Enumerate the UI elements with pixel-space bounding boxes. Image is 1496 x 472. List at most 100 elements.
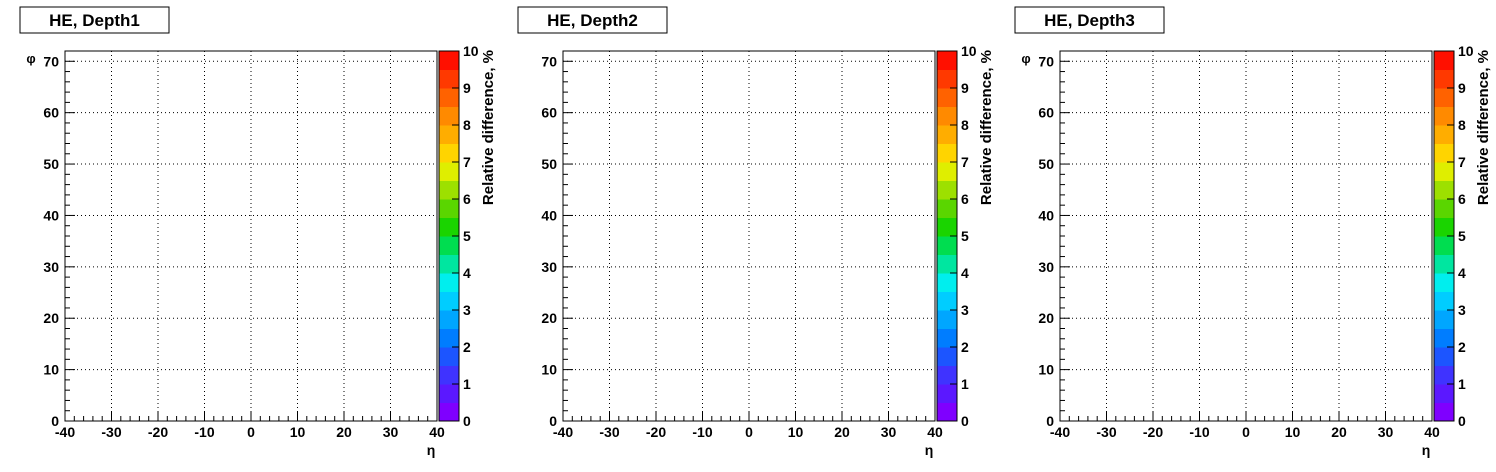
colorbar-band — [1434, 273, 1454, 292]
x-tick-label: -20 — [646, 424, 666, 440]
colorbar-band — [937, 273, 957, 292]
y-tick-label: 40 — [541, 207, 557, 223]
colorbar-band — [1434, 236, 1454, 255]
colorbar-band — [439, 347, 459, 366]
colorbar-tick-label: 3 — [463, 302, 471, 318]
colorbar-title: Relative difference, % — [1475, 50, 1492, 205]
colorbar-band — [937, 236, 957, 255]
colorbar-band — [1434, 88, 1454, 107]
x-tick-label: 0 — [1242, 424, 1250, 440]
colorbar-tick-label: 4 — [1458, 265, 1466, 281]
y-tick-label: 0 — [1046, 413, 1054, 429]
colorbar-band — [937, 402, 957, 422]
colorbar-band — [1434, 125, 1454, 144]
colorbar-band — [439, 310, 459, 329]
colorbar-tick-label: 4 — [961, 265, 969, 281]
colorbar-title: Relative difference, % — [480, 50, 497, 205]
colorbar-tick-label: 8 — [961, 117, 969, 133]
x-axis-title: η — [427, 442, 436, 458]
y-tick-label: 50 — [541, 156, 557, 172]
colorbar-tick-label: 6 — [1458, 191, 1466, 207]
colorbar-band — [937, 69, 957, 89]
colorbar-tick-label: 0 — [1458, 413, 1466, 429]
y-tick-label: 10 — [541, 362, 557, 378]
colorbar-tick-label: 7 — [961, 154, 969, 170]
colorbar-band — [937, 180, 957, 200]
colorbar-band — [1434, 310, 1454, 329]
colorbar-band — [439, 162, 459, 181]
x-axis-title: η — [1422, 442, 1431, 458]
colorbar-band — [1434, 162, 1454, 181]
x-tick-label: 0 — [745, 424, 753, 440]
colorbar-band — [1434, 51, 1454, 70]
y-tick-label: 60 — [541, 105, 557, 121]
colorbar-band — [937, 310, 957, 329]
x-tick-label: 0 — [247, 424, 255, 440]
colorbar-band — [439, 125, 459, 144]
colorbar-title: Relative difference, % — [978, 50, 995, 205]
colorbar-band — [1434, 143, 1454, 163]
colorbar-tick-label: 2 — [1458, 339, 1466, 355]
x-tick-label: 30 — [1378, 424, 1394, 440]
chart-panel-1: HE, Depth1-40 -30 -20 -10 0 10 20 30 40010203040… — [19, 6, 497, 458]
y-tick-label: 30 — [1038, 259, 1054, 275]
y-tick-label: 20 — [1038, 310, 1054, 326]
x-tick-label: -10 — [1189, 424, 1209, 440]
colorbar-tick-label: 1 — [463, 376, 471, 392]
colorbar-tick-label: 9 — [961, 80, 969, 96]
colorbar-tick-label: 1 — [1458, 376, 1466, 392]
x-tick-label: -20 — [1143, 424, 1163, 440]
colorbar-band — [937, 365, 957, 385]
y-tick-label: 0 — [51, 413, 59, 429]
colorbar-band — [439, 199, 459, 218]
colorbar-band — [439, 51, 459, 70]
colorbar-band — [1434, 254, 1454, 274]
x-tick-label: 10 — [788, 424, 804, 440]
y-tick-label: 70 — [43, 53, 59, 69]
colorbar-tick-label: 3 — [961, 302, 969, 318]
colorbar-band — [937, 88, 957, 107]
colorbar-band — [937, 291, 957, 311]
x-tick-label: -20 — [148, 424, 168, 440]
colorbar-band — [439, 88, 459, 107]
colorbar-band — [937, 328, 957, 348]
y-tick-label: 60 — [1038, 105, 1054, 121]
x-tick-label: 20 — [336, 424, 352, 440]
colorbar-tick-label: 1 — [961, 376, 969, 392]
x-tick-label: 20 — [834, 424, 850, 440]
x-tick-label: 10 — [1285, 424, 1301, 440]
y-tick-label: 40 — [43, 207, 59, 223]
colorbar-band — [439, 384, 459, 403]
colorbar-tick-label: 0 — [961, 413, 969, 429]
chart-title: HE, Depth3 — [1044, 11, 1135, 30]
colorbar-band — [439, 291, 459, 311]
colorbar-band — [937, 199, 957, 218]
colorbar-band — [439, 328, 459, 348]
colorbar-band — [937, 51, 957, 70]
y-tick-label: 70 — [541, 53, 557, 69]
x-tick-label: -10 — [194, 424, 214, 440]
colorbar-tick-label: 10 — [463, 43, 479, 59]
y-tick-label: 30 — [541, 259, 557, 275]
y-axis-title: φ — [26, 51, 35, 66]
colorbar-band — [1434, 328, 1454, 348]
x-tick-label: 30 — [881, 424, 897, 440]
colorbar-tick-label: 2 — [961, 339, 969, 355]
colorbar-band — [439, 69, 459, 89]
colorbar-band — [937, 254, 957, 274]
x-tick-label: -40 — [553, 424, 573, 440]
x-tick-label: -40 — [55, 424, 75, 440]
colorbar-band — [439, 254, 459, 274]
x-tick-label: -30 — [101, 424, 121, 440]
colorbar-tick-label: 7 — [1458, 154, 1466, 170]
colorbar-band — [1434, 365, 1454, 385]
x-tick-label: -40 — [1050, 424, 1070, 440]
colorbar-band — [1434, 291, 1454, 311]
x-tick-label: 40 — [1424, 424, 1440, 440]
colorbar-tick-label: 10 — [1458, 43, 1474, 59]
colorbar-tick-label: 3 — [1458, 302, 1466, 318]
colorbar-band — [439, 217, 459, 237]
colorbar-band — [937, 125, 957, 144]
colorbar-tick-label: 6 — [961, 191, 969, 207]
